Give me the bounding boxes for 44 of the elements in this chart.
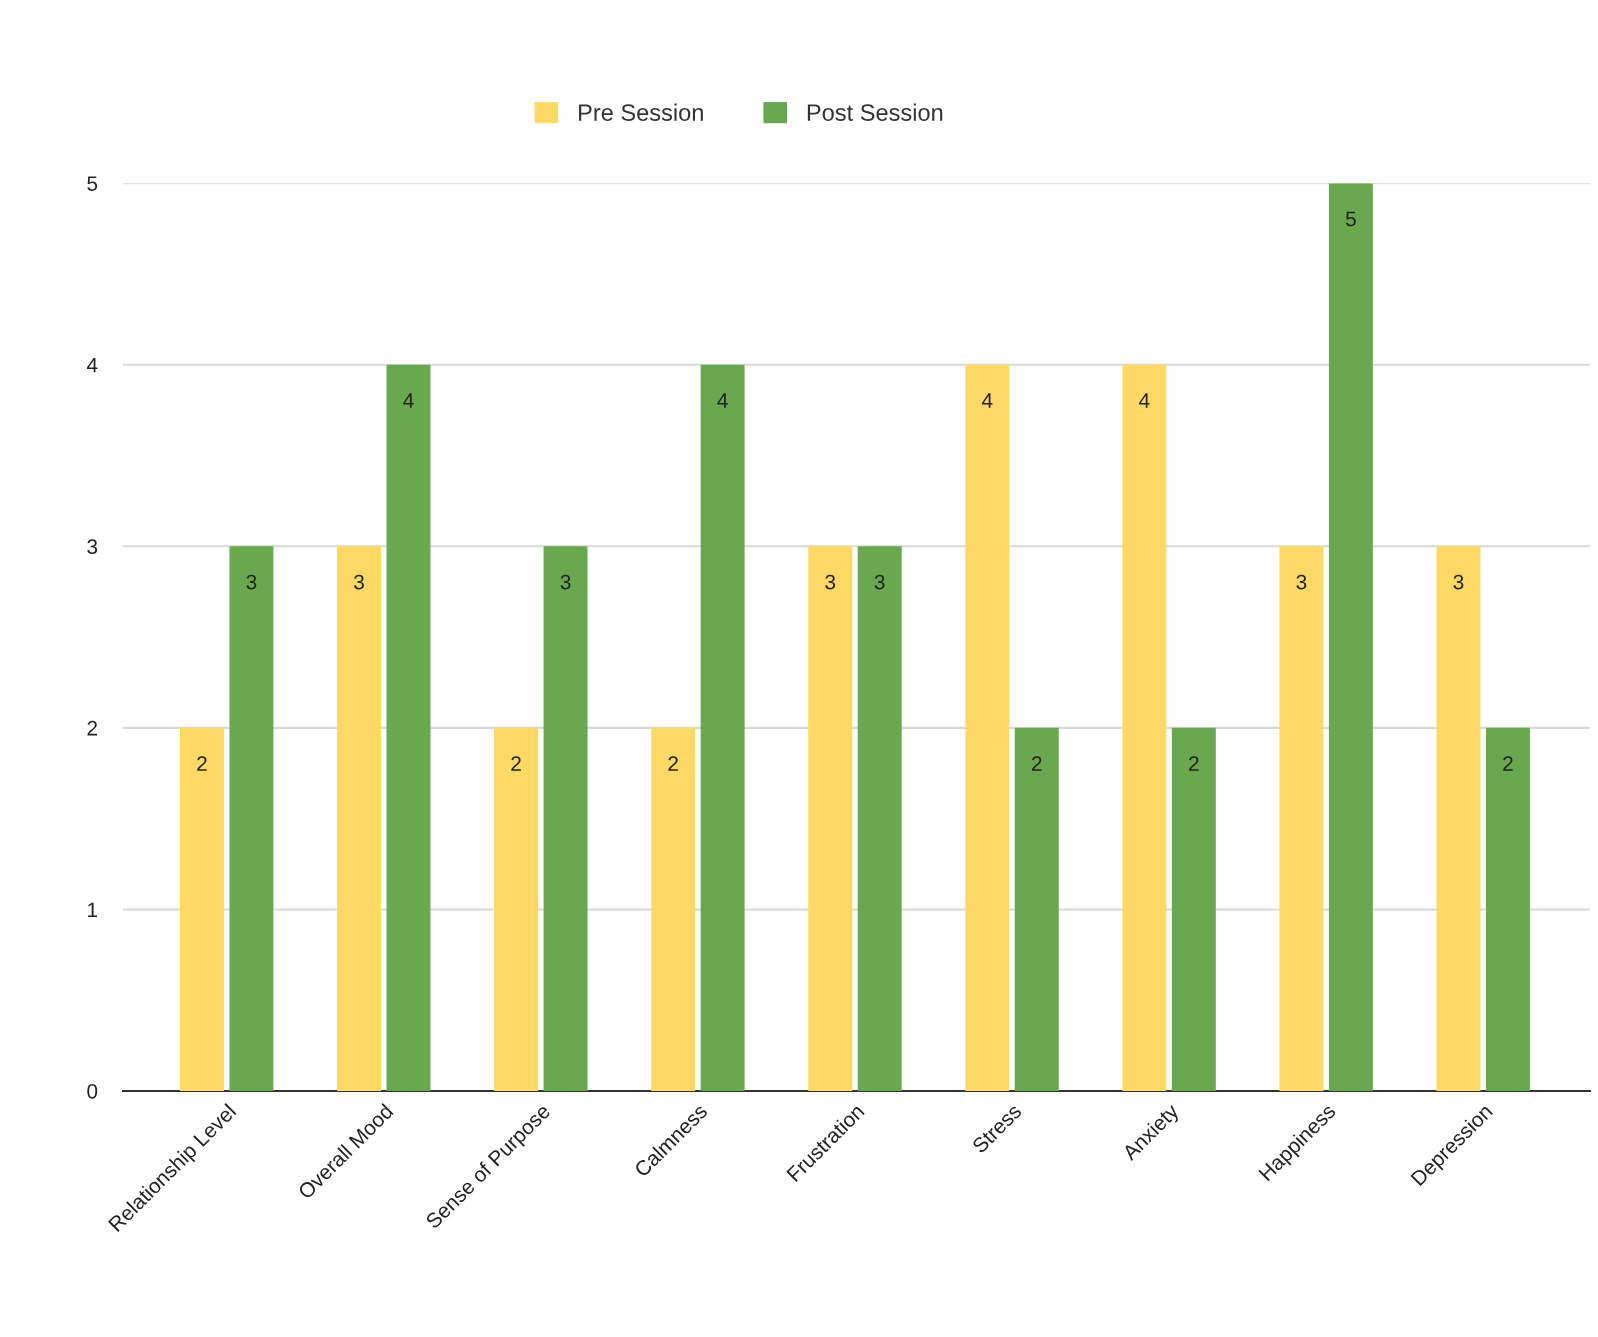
data-label: 2 (1189, 756, 1199, 771)
bar (1485, 727, 1530, 1091)
data-label: 2 (197, 756, 207, 771)
data-label: 4 (403, 393, 414, 408)
legend-label: Post Session (807, 103, 943, 121)
y-tick-label: 0 (87, 1083, 98, 1099)
data-label: 3 (1453, 574, 1464, 590)
legend-label: Pre Session (579, 103, 703, 121)
data-label: 3 (1296, 574, 1307, 590)
data-label: 2 (1032, 756, 1042, 771)
bar (1171, 727, 1216, 1091)
bar (543, 546, 588, 1091)
bar (965, 364, 1010, 1091)
bar (1279, 546, 1324, 1091)
data-label: 2 (1503, 756, 1513, 771)
bar (179, 727, 224, 1091)
data-label: 4 (717, 393, 728, 408)
bar (857, 546, 902, 1091)
bar (1014, 727, 1059, 1091)
data-label: 2 (511, 756, 521, 771)
bar (700, 364, 745, 1091)
data-label: 4 (981, 393, 993, 408)
data-label: 5 (1345, 211, 1356, 227)
data-label: 3 (825, 574, 836, 590)
bar (1328, 183, 1373, 1091)
bar (1436, 546, 1481, 1091)
y-tick-label: 3 (87, 539, 98, 555)
y-tick-label: 1 (88, 902, 98, 917)
data-label: 3 (874, 574, 885, 590)
bar (386, 364, 431, 1091)
data-label: 3 (560, 574, 571, 590)
bar (494, 727, 539, 1091)
bar (808, 546, 853, 1091)
y-tick-label: 5 (87, 176, 98, 191)
data-label: 2 (668, 756, 678, 771)
y-tick-label: 2 (87, 720, 97, 736)
bar (337, 546, 382, 1091)
y-tick-label: 4 (86, 357, 98, 373)
bar (229, 546, 274, 1091)
bar (1122, 364, 1167, 1091)
data-label: 3 (354, 574, 364, 590)
data-label: 3 (246, 574, 257, 590)
data-label: 4 (1139, 393, 1150, 408)
bar (651, 727, 696, 1091)
